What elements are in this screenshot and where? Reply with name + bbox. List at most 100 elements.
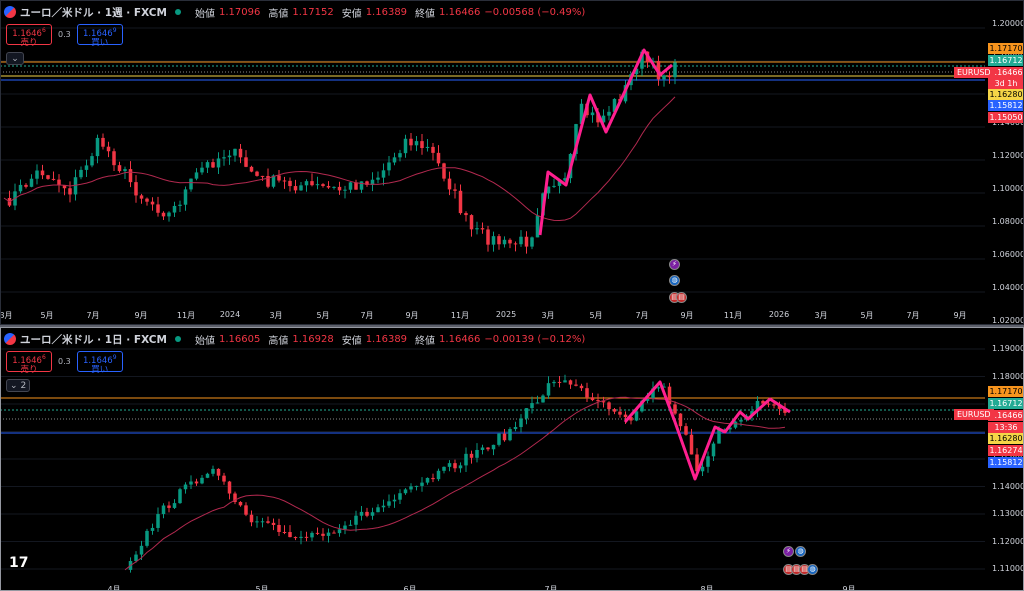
candle-body <box>403 489 408 494</box>
candle-body <box>513 243 518 245</box>
price-axis-label: 1.02000 <box>992 316 1024 325</box>
candle-body <box>293 537 298 539</box>
price-axis-label: 1.13000 <box>992 509 1024 518</box>
candle-body <box>656 387 661 389</box>
weekly-chart-pane[interactable]: ユーロ／米ドル · 1週 · FXCM 始値 1.17096 高値 1.17152 … <box>0 0 1024 325</box>
lightning-event-icon[interactable]: ⚡ <box>783 546 794 557</box>
weekly-chart-canvas[interactable] <box>0 0 1024 325</box>
candle-body <box>596 112 600 123</box>
candle-body <box>497 433 501 445</box>
collapse-indicators-button[interactable]: ⌄ <box>6 52 24 65</box>
candle-body <box>112 151 116 166</box>
candle-body <box>211 162 215 168</box>
candle-body <box>766 403 771 405</box>
price-tag: 1.16280 <box>988 89 1024 100</box>
globe-event-icon[interactable]: ◍ <box>669 275 680 286</box>
candle-body <box>398 493 402 500</box>
price-tag: 1.16466 <box>988 410 1024 421</box>
candle-body <box>84 165 89 170</box>
lightning-event-icon[interactable]: ⚡ <box>669 259 680 270</box>
globe-event-icon[interactable]: ◍ <box>807 564 818 575</box>
candle-body <box>348 182 353 190</box>
price-tag: 1.15812 <box>988 457 1024 468</box>
candle-body <box>579 385 584 389</box>
candle-body <box>35 170 39 179</box>
candle-body <box>629 417 633 421</box>
time-axis-label: 5月 <box>255 585 269 591</box>
candle-body <box>167 505 171 508</box>
candle-body <box>51 178 56 180</box>
candle-body <box>612 98 617 112</box>
candle-body <box>502 239 507 245</box>
price-axis-label: 1.04000 <box>992 283 1024 292</box>
collapse-indicators-button[interactable]: ⌄ 2 <box>6 379 31 392</box>
candle-body <box>172 205 177 213</box>
buy-button[interactable]: 1.16469 買い <box>76 24 123 47</box>
time-axis-label: 11月 <box>176 311 196 320</box>
candle-body <box>469 453 474 458</box>
candle-body <box>673 62 677 78</box>
candle-body <box>79 169 83 178</box>
candle-body <box>601 401 606 403</box>
candle-body <box>431 477 435 480</box>
tradingview-logo-icon[interactable]: 17 <box>9 555 29 571</box>
candle-body <box>205 162 210 168</box>
candle-body <box>442 466 446 471</box>
price-tag: 13:36 <box>988 422 1024 433</box>
candle-body <box>139 195 144 199</box>
candle-body <box>211 468 215 474</box>
low-label: 安値 <box>341 8 362 20</box>
candle-body <box>403 138 408 154</box>
candle-body <box>381 505 386 508</box>
candle-body <box>161 505 166 515</box>
candle-body <box>436 152 441 164</box>
globe-event-icon[interactable]: ◍ <box>795 546 806 557</box>
candle-body <box>414 485 419 487</box>
buy-button[interactable]: 1.16469 買い <box>76 351 123 374</box>
candle-body <box>508 239 512 244</box>
candle-body <box>321 533 325 536</box>
time-axis-label: 3月 <box>814 311 828 320</box>
candle-body <box>189 178 193 190</box>
pane-divider[interactable] <box>0 325 1024 327</box>
candle-body <box>618 411 622 415</box>
candle-body <box>651 388 655 399</box>
low-value: 1.16389 <box>365 6 408 18</box>
candle-body <box>233 493 237 502</box>
candle-body <box>222 157 226 159</box>
symbol-title[interactable]: ユーロ／米ドル · 1週 · FXCM <box>20 6 167 19</box>
pair-tag: EURUSD <box>954 67 994 78</box>
candle-body <box>590 397 595 401</box>
low-value: 1.16389 <box>365 333 408 345</box>
high-label: 高値 <box>268 335 289 347</box>
us-flag-event-icon[interactable]: ▤ <box>676 292 687 303</box>
candle-body <box>370 512 375 516</box>
market-open-icon <box>174 336 181 342</box>
candle-body <box>194 481 199 484</box>
time-axis-label: 7月 <box>360 311 374 320</box>
time-axis-label: 11月 <box>723 311 743 320</box>
candle-body <box>552 185 556 187</box>
candle-body <box>409 486 413 490</box>
candle-body <box>475 228 479 230</box>
daily-chart-canvas[interactable] <box>0 327 1024 591</box>
candle-body <box>695 454 699 472</box>
candle-body <box>255 171 259 176</box>
candle-body <box>535 402 540 404</box>
daily-chart-pane[interactable]: ユーロ／米ドル · 1日 · FXCM 始値 1.16605 高値 1.16928 … <box>0 327 1024 591</box>
moving-average-line <box>3 96 676 222</box>
symbol-title[interactable]: ユーロ／米ドル · 1日 · FXCM <box>20 333 167 346</box>
candle-body <box>354 182 358 190</box>
candle-body <box>101 137 105 147</box>
candle-body <box>662 75 666 80</box>
candle-body <box>596 400 600 402</box>
candle-body <box>134 554 138 562</box>
candle-body <box>200 167 204 173</box>
chevron-down-icon: ⌄ <box>10 380 18 391</box>
sell-button[interactable]: 1.16466 売り <box>6 351 52 374</box>
candle-body <box>29 178 34 187</box>
candle-body <box>244 505 248 515</box>
price-tag: 1.15812 <box>988 100 1024 111</box>
candle-body <box>282 531 287 533</box>
sell-button[interactable]: 1.16466 売り <box>6 24 52 47</box>
